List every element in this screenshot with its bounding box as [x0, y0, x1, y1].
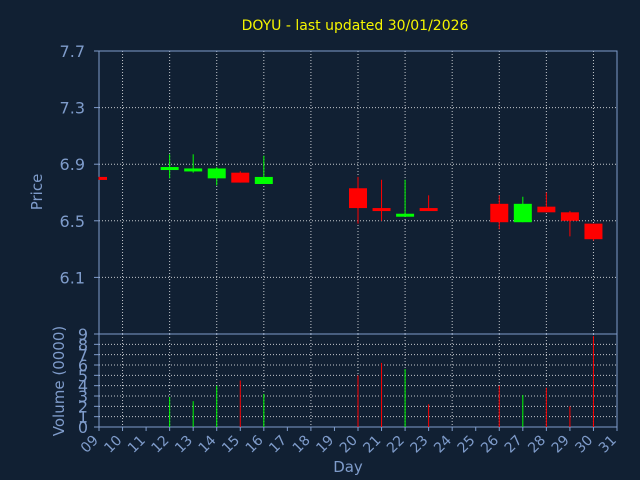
x-tick-label: 31	[596, 433, 620, 457]
candle	[254, 155, 273, 185]
price-tick-label: 7.7	[60, 42, 85, 61]
x-tick-label: 15	[219, 433, 243, 457]
volume-tick-label: 1	[78, 408, 88, 427]
candle	[372, 179, 391, 221]
volume-tick-label: 5	[78, 366, 88, 385]
candle-body	[490, 203, 509, 223]
x-tick-label: 19	[313, 433, 337, 457]
candle	[537, 192, 556, 213]
volume-tick-label: 7	[78, 346, 88, 365]
x-tick-label: 10	[101, 433, 125, 457]
volume-tick-label: 3	[78, 387, 88, 406]
x-tick-label: 14	[196, 432, 220, 456]
candle-body	[231, 172, 250, 183]
x-tick-label: 25	[455, 433, 479, 457]
volume-tick-label: 9	[78, 325, 88, 344]
x-tick-label: 18	[290, 433, 314, 457]
volume-tick-label: 2	[78, 397, 88, 416]
candle	[513, 196, 532, 223]
candle-body	[372, 208, 391, 212]
price-tick-label: 7.3	[60, 99, 85, 118]
x-tick-label: 22	[384, 433, 408, 457]
candle-body	[513, 203, 532, 223]
candle-body	[254, 176, 273, 185]
chart-title: DOYU - last updated 30/01/2026	[242, 18, 469, 34]
x-tick-label: 11	[125, 433, 149, 457]
price-tick-label: 6.5	[60, 212, 85, 231]
candle	[584, 223, 603, 241]
candle-body	[537, 206, 556, 213]
day-axis-label: Day	[333, 458, 363, 476]
volume-tick-label: 0	[78, 418, 88, 437]
volume-tick-label: 4	[78, 377, 88, 396]
candle-body	[419, 208, 438, 212]
x-tick-label: 13	[172, 433, 196, 457]
x-tick-label: 12	[149, 433, 173, 457]
candle-body	[560, 212, 579, 221]
price-panel: 7.7 7.3 6.9 6.5 6.1	[60, 42, 618, 335]
volume-axis-label: Volume (0000)	[50, 326, 68, 436]
price-tick-label: 6.1	[60, 268, 85, 287]
x-tick-label: 30	[572, 433, 596, 457]
x-tick-label: 17	[266, 433, 290, 457]
candle	[98, 176, 107, 180]
candle	[207, 167, 226, 186]
candle	[231, 171, 250, 183]
volume-tick-label: 6	[78, 356, 88, 375]
x-tick-label: 26	[478, 432, 502, 456]
candle-body	[184, 168, 203, 172]
x-tick-label: 24	[431, 432, 455, 456]
volume-panel: 09 10 11 12 13 14 15 16 17 18 19 20 21 22 23 24 25 26 27 28…	[78, 325, 620, 456]
x-tick-label: 23	[408, 433, 432, 457]
candle	[396, 179, 415, 217]
price-tick-label: 6.9	[60, 155, 85, 174]
x-tick-label: 27	[502, 433, 526, 457]
x-tick-label: 21	[360, 433, 384, 457]
candle	[349, 176, 367, 224]
candle	[560, 210, 579, 237]
x-tick-label: 16	[243, 432, 267, 456]
candle-body	[396, 213, 415, 217]
candle	[160, 154, 179, 179]
x-tick-label: 28	[525, 433, 549, 457]
candle-body	[349, 188, 367, 209]
candle	[184, 154, 203, 173]
candle-body	[99, 176, 107, 180]
candle-body	[584, 223, 603, 240]
candle	[419, 195, 438, 212]
price-axis-label: Price	[28, 174, 46, 211]
candle	[490, 195, 509, 230]
x-tick-label: 20	[337, 433, 361, 457]
candle-body	[160, 167, 179, 171]
x-tick-label: 29	[549, 433, 573, 457]
candle-body	[207, 168, 226, 179]
volume-tick-label: 8	[78, 335, 88, 354]
